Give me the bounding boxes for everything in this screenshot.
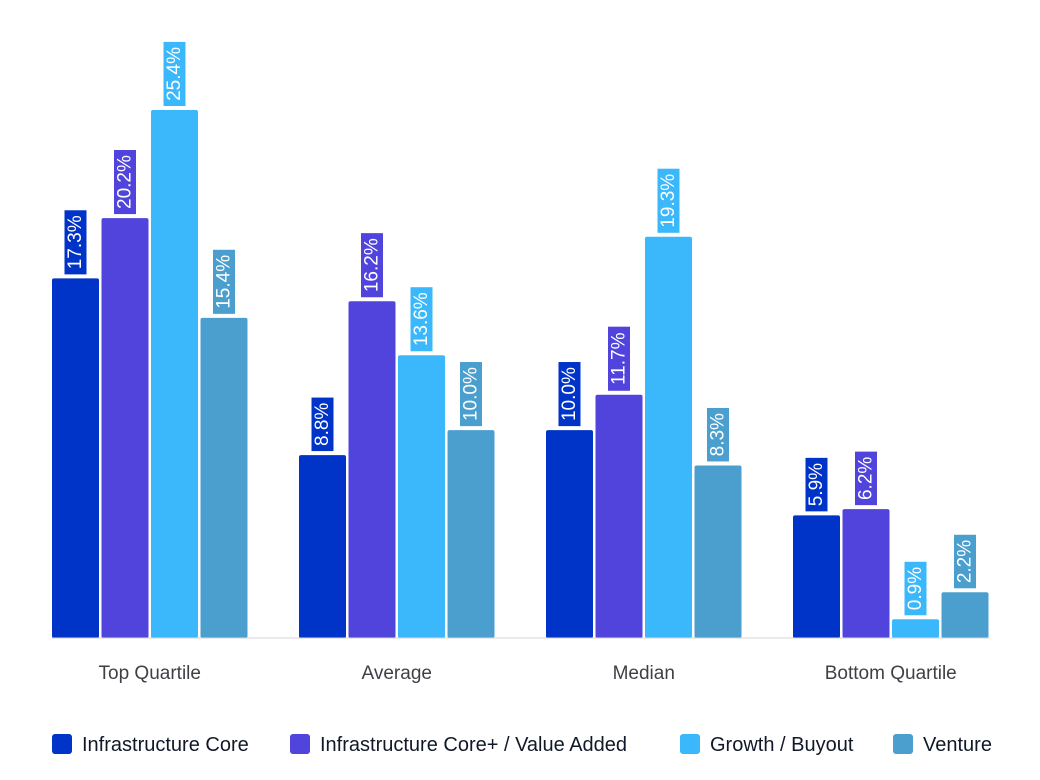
bar-1-2 xyxy=(299,455,346,638)
data-label-box xyxy=(855,451,877,506)
bar-1-1 xyxy=(52,278,99,638)
bar-4-3 xyxy=(694,465,742,638)
data-label-box xyxy=(558,362,581,427)
data-label: 17.3% xyxy=(65,215,86,269)
data-label-box xyxy=(64,210,87,275)
data-label: 10.0% xyxy=(461,367,482,421)
bar-4-2 xyxy=(447,430,495,638)
legend-swatch xyxy=(893,734,913,754)
data-label-box xyxy=(361,233,383,298)
data-label: 6.2% xyxy=(856,457,877,500)
data-label-box xyxy=(904,561,927,616)
bar-2-1 xyxy=(101,218,149,638)
category-label: Top Quartile xyxy=(99,663,201,684)
data-label: 25.4% xyxy=(164,47,185,101)
data-label: 2.2% xyxy=(955,540,976,583)
data-label-box xyxy=(657,168,680,233)
data-label-box xyxy=(707,407,729,462)
bar-1-3 xyxy=(546,430,593,638)
data-label: 0.9% xyxy=(905,567,926,610)
legend-swatch xyxy=(680,734,700,754)
data-label: 16.2% xyxy=(362,238,383,292)
data-label-box xyxy=(114,149,136,215)
bar-2-2 xyxy=(348,301,396,638)
data-label-box xyxy=(213,249,235,314)
bar-4-1 xyxy=(200,317,248,638)
data-label-box xyxy=(410,287,433,352)
bar-2-3 xyxy=(595,394,643,638)
legend-swatch xyxy=(52,734,72,754)
legend-label: Venture xyxy=(923,734,992,756)
data-label: 11.7% xyxy=(609,332,630,385)
bar-3-3 xyxy=(645,236,692,638)
legend-label: Growth / Buyout xyxy=(710,734,854,756)
bar-2-4 xyxy=(842,509,890,638)
data-label: 20.2% xyxy=(115,155,136,209)
data-label-box xyxy=(311,397,334,452)
data-label: 10.0% xyxy=(559,367,580,421)
bar-3-2 xyxy=(398,355,445,638)
category-label: Median xyxy=(613,663,675,684)
legend-label: Infrastructure Core xyxy=(82,734,249,756)
category-label: Bottom Quartile xyxy=(825,663,957,684)
category-label: Average xyxy=(362,663,432,684)
data-label: 13.6% xyxy=(411,292,432,346)
data-label: 15.4% xyxy=(214,255,235,309)
data-label-box xyxy=(163,41,186,106)
data-label-box xyxy=(805,457,828,512)
bar-3-4 xyxy=(892,619,939,638)
legend-label: Infrastructure Core+ / Value Added xyxy=(320,734,627,756)
data-label: 19.3% xyxy=(658,174,679,228)
data-label: 5.9% xyxy=(806,463,827,506)
data-label: 8.8% xyxy=(312,403,333,446)
bar-4-4 xyxy=(941,592,989,638)
data-label-box xyxy=(608,326,630,391)
data-label: 8.3% xyxy=(708,413,729,456)
bar-3-1 xyxy=(151,110,198,638)
bar-1-4 xyxy=(793,515,840,638)
data-label-box xyxy=(954,534,976,589)
data-label-box xyxy=(460,362,482,427)
legend-swatch xyxy=(290,734,310,754)
